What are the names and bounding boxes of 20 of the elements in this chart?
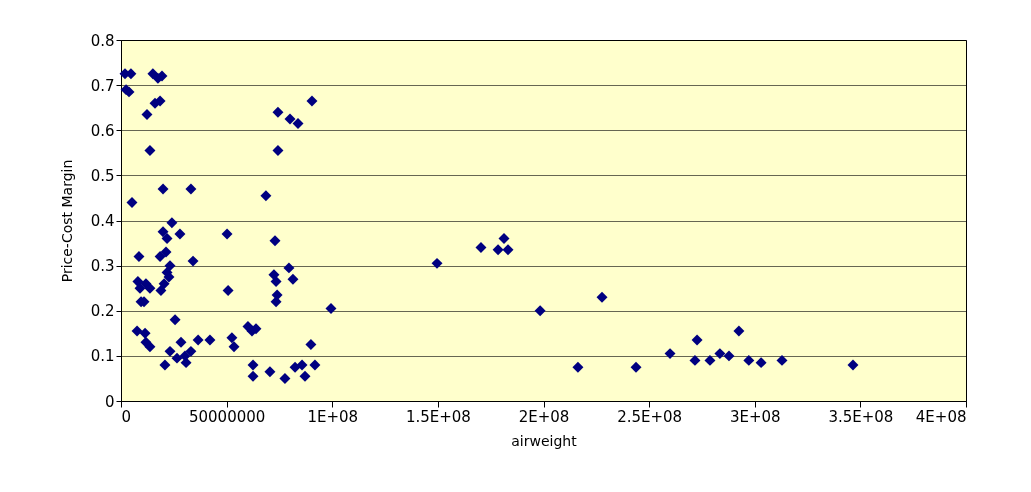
x-axis-title: airweight xyxy=(511,432,578,449)
x-tick-label: 3.5E+08 xyxy=(828,407,894,426)
x-tick-label: 1.5E+08 xyxy=(405,407,471,426)
y-tick-label: 0.1 xyxy=(90,347,115,366)
y-tick-label: 0.8 xyxy=(90,31,115,50)
x-tick-label: 4E+08 xyxy=(915,407,967,426)
x-tick-label: 2E+08 xyxy=(518,407,570,426)
y-tick-label: 0.4 xyxy=(90,212,115,230)
x-tick-label: 2.5E+08 xyxy=(617,407,683,426)
y-tick-label: 0.7 xyxy=(90,76,115,95)
y-tick-label: 0.2 xyxy=(90,302,115,321)
x-tick-label: 1E+08 xyxy=(307,407,359,426)
x-tick-label: 0 xyxy=(121,407,132,426)
y-tick-label: 0.3 xyxy=(90,257,115,276)
x-tick-label: 3E+08 xyxy=(729,407,781,426)
y-tick-label: 0.6 xyxy=(90,121,115,140)
x-tick-label: 50000000 xyxy=(188,407,266,426)
y-tick-label: 0 xyxy=(104,392,115,411)
y-tick-label: 0.5 xyxy=(90,166,115,185)
y-axis-title: Price-Cost Margin xyxy=(58,159,75,283)
